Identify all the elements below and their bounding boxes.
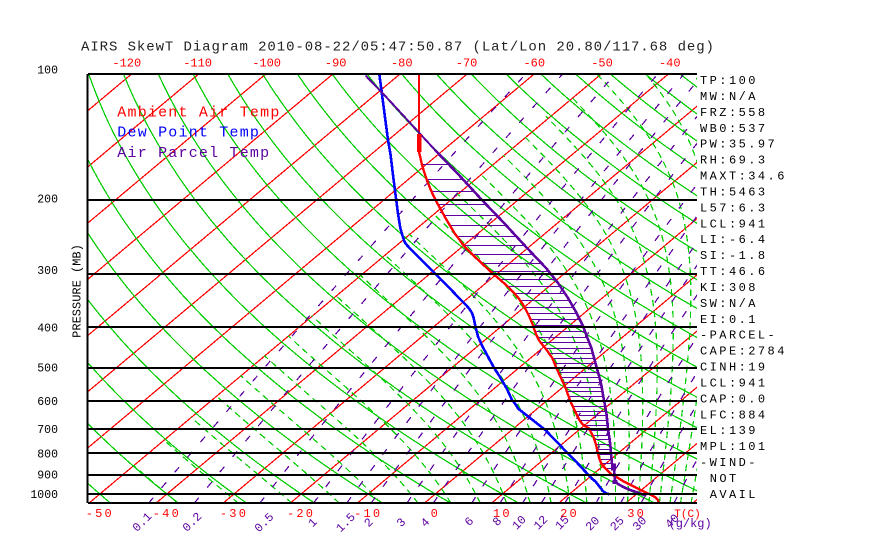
svg-text:CINH:19: CINH:19 <box>700 361 768 375</box>
svg-text:RH:69.3: RH:69.3 <box>700 154 768 168</box>
svg-text:Dew Point Temp: Dew Point Temp <box>117 125 260 142</box>
svg-text:-80: -80 <box>391 57 413 71</box>
svg-text:LFC:884: LFC:884 <box>700 408 768 422</box>
svg-text:LCL:941: LCL:941 <box>700 376 768 390</box>
svg-text:EL:139: EL:139 <box>700 424 758 438</box>
svg-text:Air Parcel Temp: Air Parcel Temp <box>117 145 270 162</box>
svg-text:-110: -110 <box>183 57 212 71</box>
svg-text:10: 10 <box>493 507 512 521</box>
svg-text:-WIND-: -WIND- <box>700 456 758 470</box>
svg-text:300: 300 <box>37 265 58 278</box>
svg-text:-60: -60 <box>523 57 545 71</box>
svg-text:PW:35.97: PW:35.97 <box>700 138 777 152</box>
svg-text:TT:46.6: TT:46.6 <box>700 265 768 279</box>
svg-text:NOT: NOT <box>710 472 739 486</box>
svg-text:WB0:537: WB0:537 <box>700 122 768 136</box>
svg-text:EI:0.1: EI:0.1 <box>700 313 758 327</box>
svg-text:LI:-6.4: LI:-6.4 <box>700 233 768 247</box>
svg-text:(g/kg): (g/kg) <box>669 517 712 531</box>
svg-text:-20: -20 <box>287 507 315 521</box>
svg-text:AIRS SkewT Diagram 2010-08-22/: AIRS SkewT Diagram 2010-08-22/05:47:50.8… <box>81 40 715 56</box>
svg-text:-100: -100 <box>252 57 281 71</box>
svg-text:-50: -50 <box>591 57 613 71</box>
svg-text:TP:100: TP:100 <box>700 74 758 88</box>
svg-text:600: 600 <box>37 396 58 409</box>
svg-text:0: 0 <box>431 507 440 521</box>
svg-text:PRESSURE (MB): PRESSURE (MB) <box>71 244 85 338</box>
svg-text:CAPE:2784: CAPE:2784 <box>700 345 787 359</box>
svg-text:700: 700 <box>37 424 58 437</box>
svg-text:AVAIL: AVAIL <box>710 488 758 502</box>
svg-text:-50: -50 <box>86 507 114 521</box>
svg-text:LCL:941: LCL:941 <box>700 217 768 231</box>
svg-text:-40: -40 <box>659 57 681 71</box>
svg-text:500: 500 <box>37 363 58 376</box>
svg-text:800: 800 <box>37 449 58 462</box>
svg-text:TH:5463: TH:5463 <box>700 185 768 199</box>
svg-text:SW:N/A: SW:N/A <box>700 297 758 311</box>
svg-text:T(C): T(C) <box>674 509 700 521</box>
svg-text:100: 100 <box>37 65 58 78</box>
svg-text:400: 400 <box>37 323 58 336</box>
svg-text:-10: -10 <box>354 507 382 521</box>
svg-text:KI:308: KI:308 <box>700 281 758 295</box>
svg-text:900: 900 <box>37 470 58 483</box>
svg-text:-70: -70 <box>456 57 478 71</box>
svg-text:-40: -40 <box>153 507 181 521</box>
svg-text:MPL:101: MPL:101 <box>700 440 768 454</box>
svg-text:MAXT:34.6: MAXT:34.6 <box>700 170 787 184</box>
svg-text:1000: 1000 <box>30 489 58 502</box>
svg-text:-PARCEL-: -PARCEL- <box>700 329 777 343</box>
svg-text:30: 30 <box>627 507 646 521</box>
svg-text:CAP:0.0: CAP:0.0 <box>700 392 768 406</box>
svg-text:FRZ:558: FRZ:558 <box>700 106 768 120</box>
svg-text:-120: -120 <box>112 57 141 71</box>
svg-text:20: 20 <box>560 507 579 521</box>
svg-text:Ambient Air Temp: Ambient Air Temp <box>117 104 280 121</box>
svg-text:L57:6.3: L57:6.3 <box>700 201 768 215</box>
svg-text:-90: -90 <box>325 57 347 71</box>
svg-text:SI:-1.8: SI:-1.8 <box>700 249 768 263</box>
svg-text:200: 200 <box>37 194 58 207</box>
svg-text:MW:N/A: MW:N/A <box>700 90 758 104</box>
svg-text:-30: -30 <box>220 507 248 521</box>
